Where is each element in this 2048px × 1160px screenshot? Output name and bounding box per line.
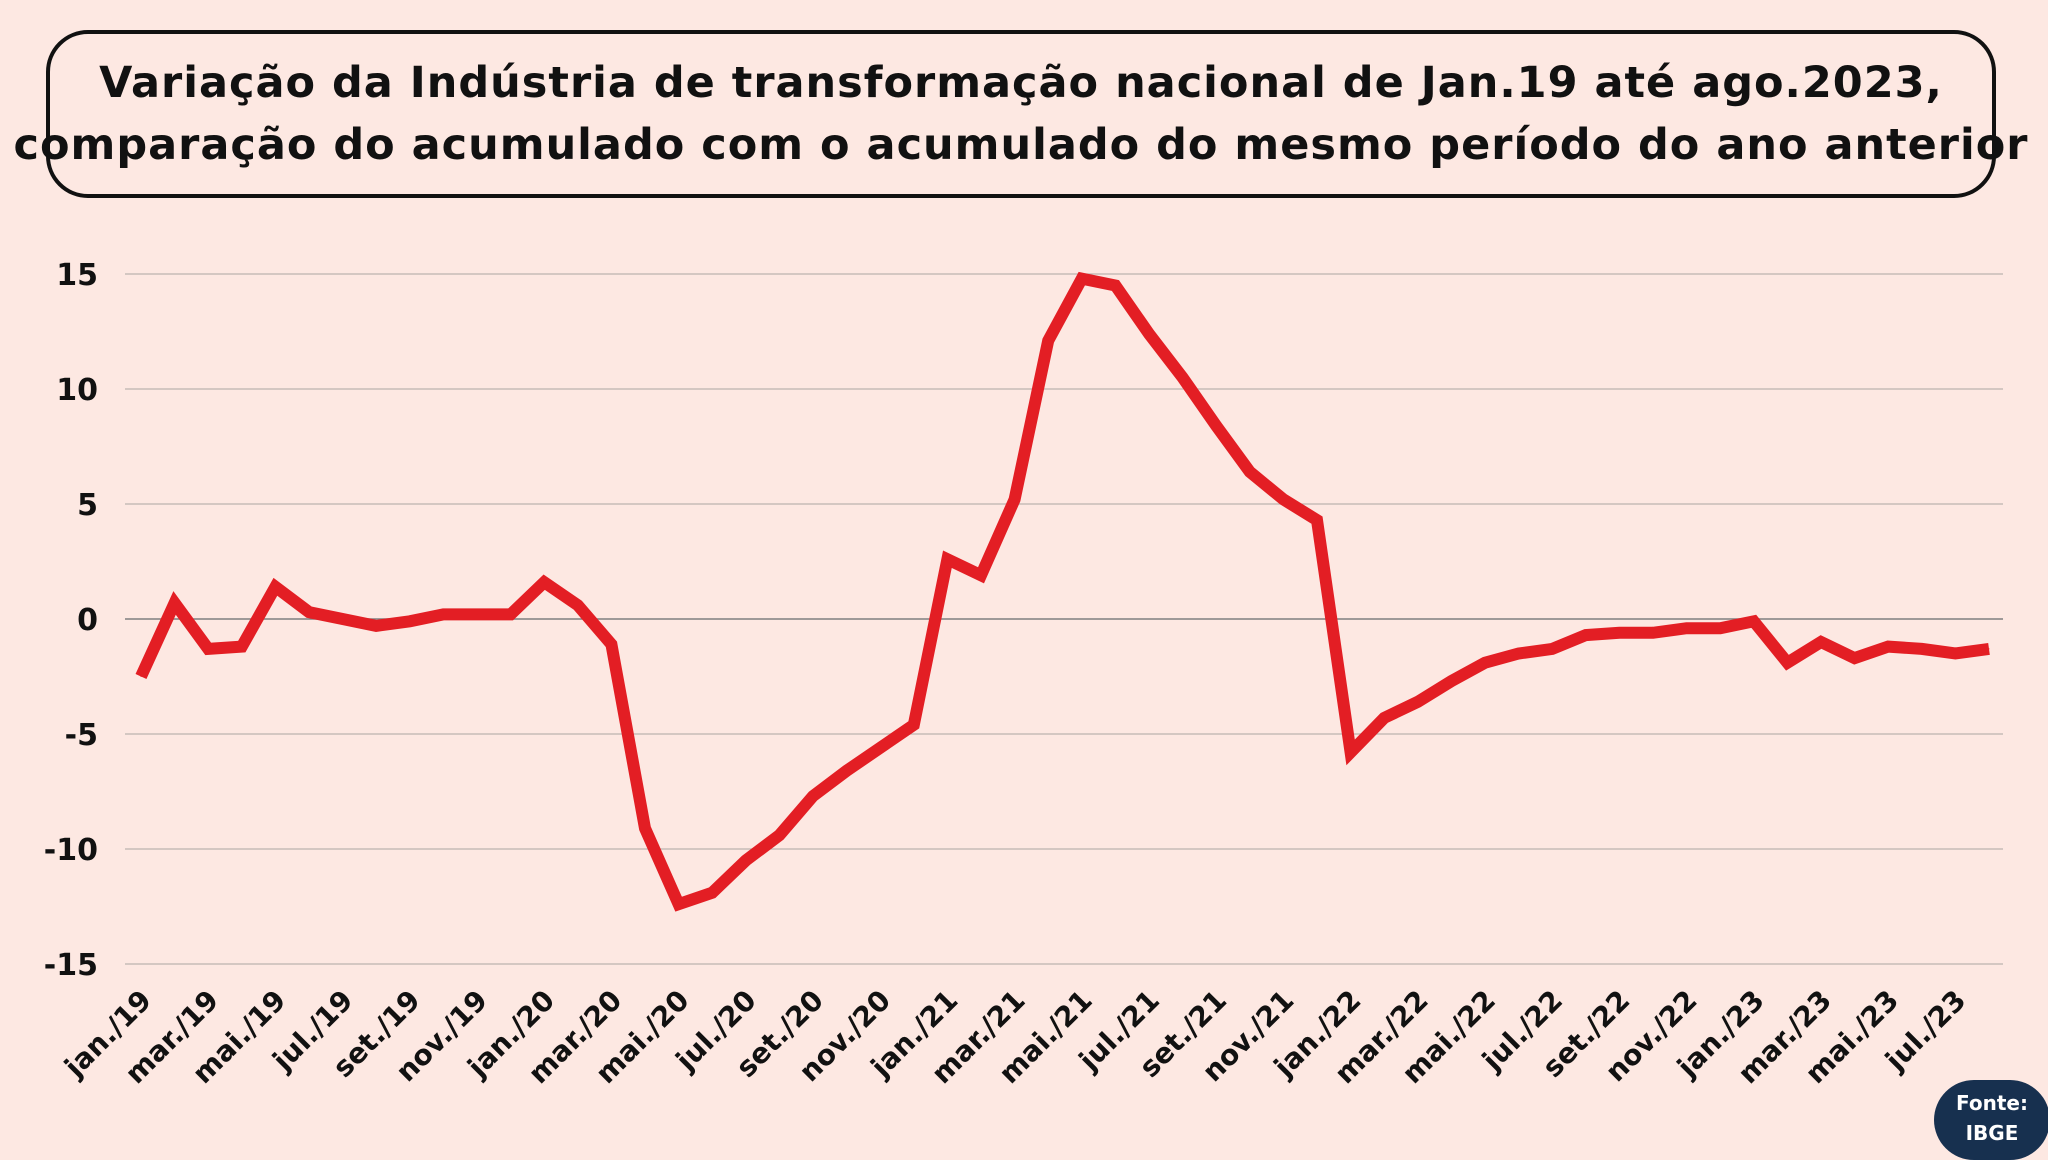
data-point <box>913 724 915 726</box>
data-point <box>1887 646 1889 648</box>
data-point <box>610 643 612 645</box>
data-point <box>510 613 512 615</box>
data-point <box>1585 634 1587 636</box>
data-point <box>778 834 780 836</box>
data-point <box>1316 519 1318 521</box>
source-label: Fonte: <box>1956 1091 2028 1115</box>
data-point <box>946 558 948 560</box>
x-axis-ticks: jan./19mar./19mai./19jul./19set./19nov./… <box>57 984 1972 1091</box>
data-point <box>1282 498 1284 500</box>
data-point <box>1417 701 1419 703</box>
data-point <box>1854 657 1856 659</box>
y-tick-label: -5 <box>65 718 98 753</box>
data-point <box>1450 680 1452 682</box>
data-point <box>241 646 243 648</box>
data-point <box>1484 662 1486 664</box>
data-point <box>1719 627 1721 629</box>
title-box: Variação da Indústria de transformação n… <box>13 30 2028 198</box>
data-point <box>1383 717 1385 719</box>
y-tick-label: 0 <box>77 603 98 638</box>
y-axis-ticks: 15 10 5 0 -5 -10 -15 <box>44 258 98 983</box>
data-point <box>174 602 176 604</box>
y-tick-label: 5 <box>77 488 98 523</box>
data-point <box>1820 641 1822 643</box>
data-point <box>543 581 545 583</box>
data-point <box>342 618 344 620</box>
data-point <box>1182 377 1184 378</box>
data-point <box>1954 653 1956 654</box>
y-tick-label: 10 <box>56 373 98 408</box>
y-tick-label: -15 <box>44 948 98 983</box>
data-point <box>375 625 377 627</box>
data-point <box>1786 662 1788 664</box>
data-point <box>745 860 747 861</box>
data-point <box>711 892 713 894</box>
data-point <box>1081 278 1083 280</box>
data-point <box>207 648 209 650</box>
data-point <box>1215 425 1217 427</box>
data-point <box>1652 632 1654 634</box>
data-point <box>678 903 680 905</box>
data-point <box>1014 498 1016 500</box>
chart-title-line-1: Variação da Indústria de transformação n… <box>99 58 1943 108</box>
data-point <box>980 574 982 576</box>
source-badge: Fonte: IBGE <box>1934 1080 2048 1160</box>
data-point <box>1551 648 1553 650</box>
data-point <box>1988 648 1990 650</box>
data-point <box>1148 333 1150 335</box>
series-layer <box>135 271 1990 912</box>
data-point <box>442 613 444 615</box>
data-point <box>1114 285 1116 286</box>
data-point <box>1686 627 1688 629</box>
data-point <box>846 770 848 772</box>
data-point <box>577 604 579 606</box>
source-value: IBGE <box>1965 1121 2019 1145</box>
y-tick-label: 15 <box>56 258 98 293</box>
data-point <box>308 611 310 613</box>
data-point <box>409 620 411 622</box>
data-point <box>812 795 814 797</box>
data-point <box>1921 648 1923 650</box>
series-line <box>135 271 1990 912</box>
data-point <box>1350 751 1352 753</box>
data-point <box>1518 653 1520 654</box>
data-point <box>476 613 478 615</box>
data-point <box>140 676 142 677</box>
data-point <box>1047 340 1049 342</box>
data-point <box>1249 471 1251 473</box>
data-point <box>1753 620 1755 622</box>
y-tick-label: -10 <box>44 833 98 868</box>
chart-title-line-2: comparação do acumulado com o acumulado … <box>13 120 2029 170</box>
data-point <box>274 586 276 588</box>
data-point <box>1618 632 1620 634</box>
data-point <box>879 747 881 749</box>
data-point <box>644 827 646 829</box>
